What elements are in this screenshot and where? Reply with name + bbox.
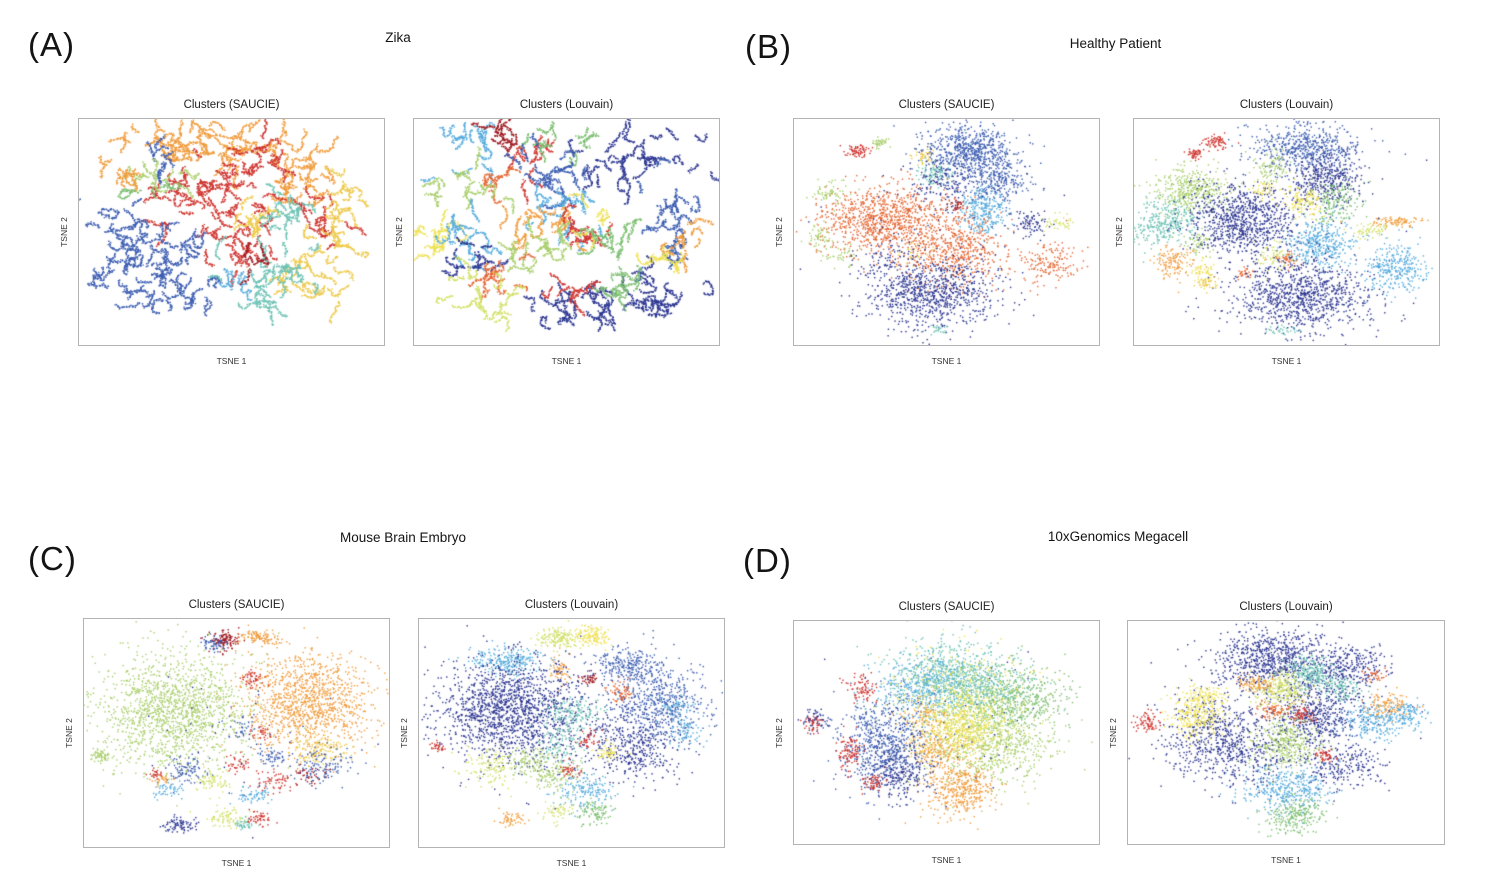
scatter-plot-canvas	[1127, 620, 1445, 845]
subplot-zika-saucie: Clusters (SAUCIE) TSNE 2 TSNE 1	[59, 99, 385, 366]
y-axis-label: TSNE 2	[774, 717, 784, 748]
scatter-plot-canvas	[793, 620, 1100, 845]
panel-mouse-brain-embryo: (C) Mouse Brain Embryo Clusters (SAUCIE)…	[0, 510, 750, 890]
x-axis-label: TSNE 1	[1271, 855, 1301, 865]
x-axis-label: TSNE 1	[556, 858, 587, 868]
plot-title: Clusters (Louvain)	[1239, 99, 1334, 111]
scatter-plot-canvas	[78, 118, 385, 346]
panel-10xgenomics-megacell: (D) 10xGenomics Megacell Clusters (SAUCI…	[740, 510, 1500, 890]
panel-zika: (A) Zika Clusters (SAUCIE) TSNE 2 TSNE 1…	[0, 0, 750, 500]
panel-letter: (C)	[28, 540, 77, 577]
panel-title: Healthy Patient	[1069, 36, 1162, 51]
y-axis-label: TSNE 2	[399, 718, 409, 748]
plot-title: Clusters (SAUCIE)	[898, 99, 995, 111]
x-axis-label: TSNE 1	[931, 855, 962, 865]
subplot-mouse-louvain: Clusters (Louvain) TSNE 2 TSNE 1	[399, 599, 725, 868]
plot-title: Clusters (SAUCIE)	[183, 99, 280, 111]
scatter-plot-canvas	[418, 618, 725, 848]
scatter-plot-canvas	[83, 618, 390, 848]
y-axis-label: TSNE 2	[394, 217, 404, 247]
y-axis-label: TSNE 2	[59, 217, 69, 247]
plot-title: Clusters (SAUCIE)	[188, 599, 285, 611]
panel-letter: (B)	[745, 28, 792, 65]
x-axis-label: TSNE 1	[1271, 356, 1302, 366]
x-axis-label: TSNE 1	[216, 356, 247, 366]
scatter-plot-canvas	[413, 118, 720, 346]
panel-title: 10xGenomics Megacell	[1047, 529, 1189, 544]
subplot-healthy-louvain: Clusters (Louvain) TSNE 2 TSNE 1	[1114, 99, 1440, 366]
y-axis-label: TSNE 2	[774, 217, 784, 247]
y-axis-label: TSNE 2	[1114, 217, 1124, 247]
subplot-zika-louvain: Clusters (Louvain) TSNE 2 TSNE 1	[394, 99, 720, 366]
y-axis-label: TSNE 2	[1108, 717, 1118, 748]
panel-letter: (D)	[743, 542, 792, 579]
plot-title: Clusters (SAUCIE)	[898, 601, 995, 613]
panel-title: Mouse Brain Embryo	[339, 530, 467, 545]
subplot-healthy-saucie: Clusters (SAUCIE) TSNE 2 TSNE 1	[774, 99, 1100, 366]
panel-healthy-patient: (B) Healthy Patient Clusters (SAUCIE) TS…	[740, 0, 1500, 500]
subplot-megacell-louvain: Clusters (Louvain) TSNE 2 TSNE 1	[1108, 601, 1445, 865]
x-axis-label: TSNE 1	[931, 356, 962, 366]
scatter-plot-canvas	[793, 118, 1100, 346]
plot-title: Clusters (Louvain)	[1239, 601, 1333, 613]
x-axis-label: TSNE 1	[221, 858, 252, 868]
subplot-megacell-saucie: Clusters (SAUCIE) TSNE 2 TSNE 1	[774, 601, 1100, 865]
panel-letter: (A)	[28, 26, 75, 63]
scatter-plot-canvas	[1133, 118, 1440, 346]
panel-title: Zika	[385, 30, 411, 45]
plot-title: Clusters (Louvain)	[524, 599, 619, 611]
y-axis-label: TSNE 2	[64, 718, 74, 748]
plot-title: Clusters (Louvain)	[519, 99, 614, 111]
subplot-mouse-saucie: Clusters (SAUCIE) TSNE 2 TSNE 1	[64, 599, 390, 868]
x-axis-label: TSNE 1	[551, 356, 582, 366]
